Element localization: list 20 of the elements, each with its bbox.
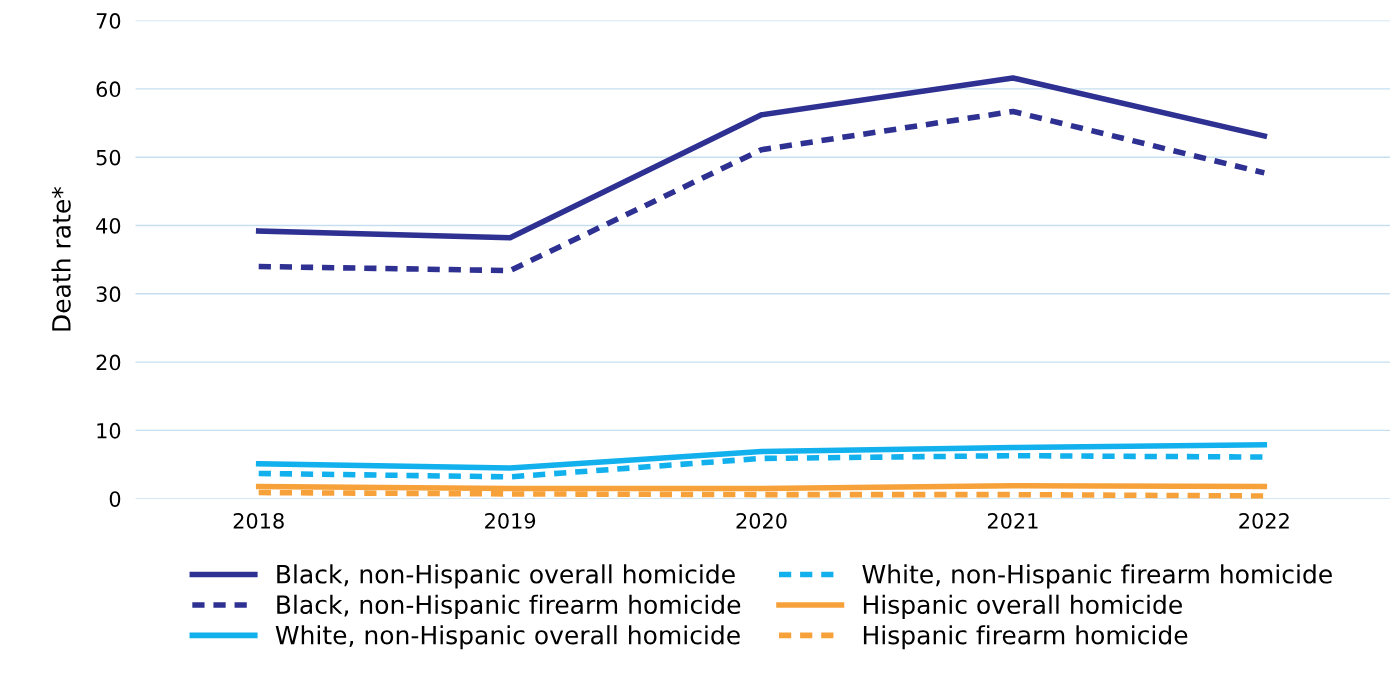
- y-tick-label: 70: [96, 13, 121, 29]
- x-tick-label: 2022: [1239, 512, 1289, 529]
- legend-label: White, non-Hispanic overall homicide: [275, 625, 740, 650]
- x-tick-label: 2018: [233, 512, 284, 529]
- legend-label: Hispanic overall homicide: [863, 594, 1182, 619]
- y-tick-label: 20: [96, 354, 121, 371]
- y-tick-label: 50: [96, 149, 121, 166]
- x-tick-label: 2021: [987, 512, 1038, 529]
- legend-label: Hispanic firearm homicide: [863, 625, 1188, 650]
- x-tick-label: 2020: [736, 512, 787, 529]
- y-tick-label: 0: [109, 491, 121, 507]
- legend-label: Black, non-Hispanic overall homicide: [277, 564, 735, 589]
- legend-label: Black, non-Hispanic firearm homicide: [277, 594, 741, 619]
- x-tick-label: 2019: [485, 512, 536, 529]
- y-tick-label: 10: [97, 422, 121, 439]
- y-axis-title: Death rate*: [51, 186, 71, 331]
- y-tick-label: 60: [96, 81, 121, 98]
- y-tick-label: 40: [96, 217, 121, 234]
- y-tick-label: 30: [96, 286, 121, 303]
- legend-label: White, non-Hispanic firearm homicide: [862, 564, 1332, 589]
